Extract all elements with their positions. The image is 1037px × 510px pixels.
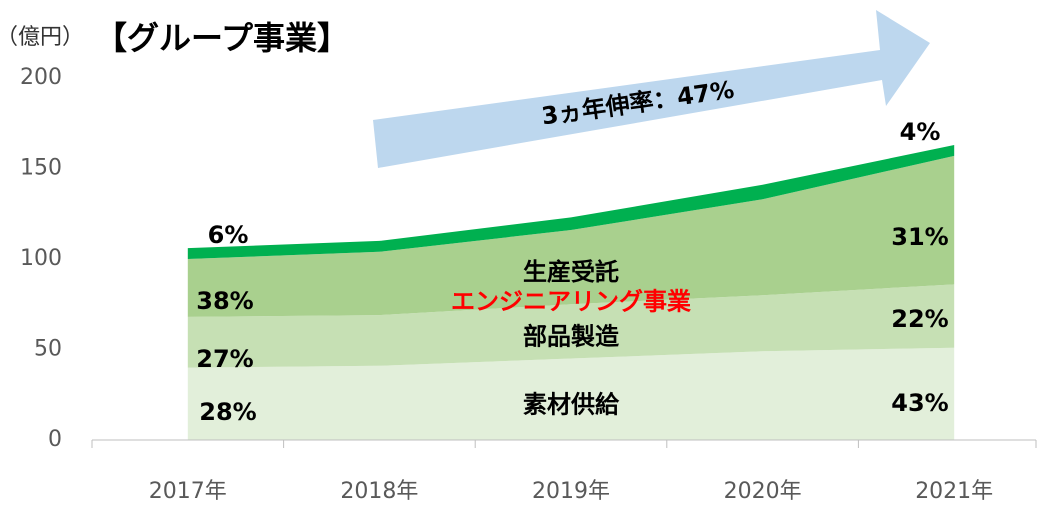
share-label: 28% — [199, 398, 256, 426]
share-label: 22% — [891, 305, 948, 333]
share-label: 43% — [891, 389, 948, 417]
growth-arrow — [373, 10, 930, 168]
series-label: 生産受託 — [523, 258, 619, 286]
share-label: 31% — [891, 223, 948, 251]
area — [187, 284, 955, 368]
series-label: 部品製造 — [523, 322, 619, 350]
x-tick-label: 2020年 — [724, 479, 802, 504]
share-label: 27% — [196, 345, 253, 373]
share-label: 4% — [900, 118, 941, 146]
y-tick-label: 150 — [20, 156, 62, 181]
y-tick-label: 50 — [34, 337, 62, 362]
series-label: 素材供給 — [523, 390, 620, 418]
y-tick-label: 0 — [48, 427, 62, 452]
area — [187, 144, 955, 259]
x-tick-label: 2021年 — [915, 479, 993, 504]
series-label: エンジニアリング事業 — [451, 287, 691, 315]
share-label: 38% — [196, 287, 253, 315]
area — [187, 155, 955, 317]
x-tick-label: 2019年 — [532, 479, 610, 504]
share-label: 6% — [208, 221, 249, 249]
x-tick-label: 2018年 — [340, 479, 418, 504]
unit-label: （億円） — [0, 25, 84, 50]
area — [187, 347, 955, 440]
chart-title: 【グループ事業】 — [95, 19, 349, 57]
x-tick-label: 2017年 — [149, 479, 227, 504]
y-tick-label: 100 — [20, 246, 62, 271]
y-tick-label: 200 — [20, 65, 62, 90]
